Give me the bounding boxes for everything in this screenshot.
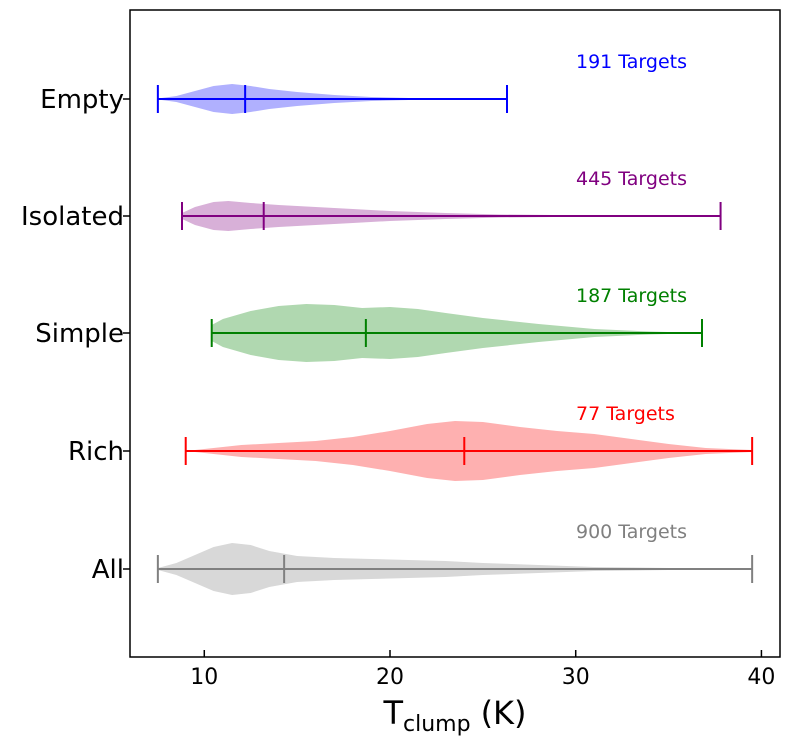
x-axis-label-main: T <box>382 694 403 732</box>
count-label-rich: 77 Targets <box>576 403 675 425</box>
count-label-isolated: 445 Targets <box>576 168 687 190</box>
y-tick-label-empty: Empty <box>40 85 124 115</box>
y-tick-label-all: All <box>92 555 124 585</box>
violin-rich: 77 Targets <box>184 403 754 481</box>
x-axis-label-unit: (K) <box>481 694 527 732</box>
violin-simple: 187 Targets <box>210 285 703 362</box>
count-label-all: 900 Targets <box>576 521 687 543</box>
violin-isolated: 445 Targets <box>181 168 722 231</box>
y-tick-label-isolated: Isolated <box>21 202 124 232</box>
x-tick-label-30: 30 <box>562 665 590 690</box>
violin-all: 900 Targets <box>156 521 754 595</box>
violin-empty: 191 Targets <box>156 51 687 114</box>
axis-ticks: Empty Isolated Simple Rich All 10 20 30 40 <box>21 85 775 690</box>
y-tick-label-simple: Simple <box>35 319 124 349</box>
violin-group: 191 Targets 445 Targets 187 Targets 77 Targ… <box>156 51 754 595</box>
x-tick-label-10: 10 <box>190 665 218 690</box>
x-axis-label: Tclump (K) <box>382 694 526 737</box>
x-axis-label-subscript: clump <box>403 712 471 737</box>
count-label-empty: 191 Targets <box>576 51 687 73</box>
count-label-simple: 187 Targets <box>576 285 687 307</box>
x-tick-label-40: 40 <box>747 665 775 690</box>
y-tick-label-rich: Rich <box>68 437 124 467</box>
x-tick-label-20: 20 <box>376 665 404 690</box>
